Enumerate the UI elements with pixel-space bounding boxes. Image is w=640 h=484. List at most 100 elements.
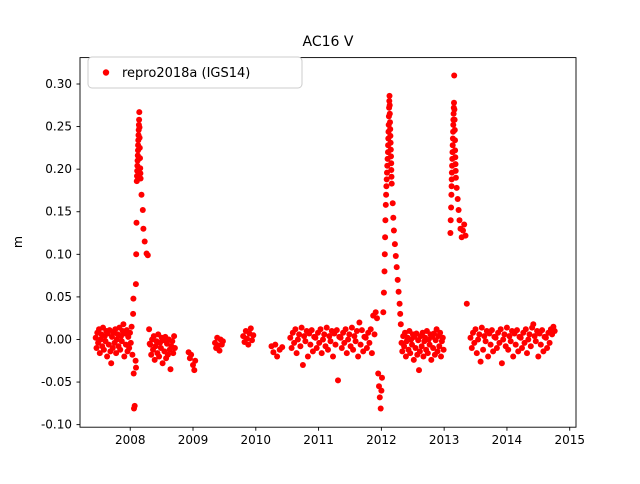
data-point	[492, 334, 499, 341]
data-point	[317, 326, 324, 333]
data-point	[137, 155, 143, 162]
data-point	[132, 357, 139, 364]
data-point	[387, 146, 394, 153]
data-point	[293, 350, 300, 357]
x-tick-label: 2011	[303, 433, 334, 447]
data-point	[342, 326, 349, 333]
data-point	[133, 219, 140, 226]
data-point	[451, 106, 458, 113]
data-point	[488, 327, 495, 334]
data-point	[524, 350, 530, 357]
data-point	[500, 336, 507, 343]
data-point	[383, 183, 390, 190]
data-point	[129, 351, 136, 358]
data-point	[434, 348, 441, 355]
data-point	[387, 132, 394, 139]
data-point	[352, 338, 359, 345]
data-point	[448, 191, 455, 198]
data-point	[92, 334, 99, 341]
data-point	[292, 326, 299, 333]
data-point	[171, 333, 178, 340]
y-tick-label: 0.25	[45, 120, 72, 134]
data-point	[356, 319, 363, 326]
data-point	[460, 227, 466, 234]
data-point	[503, 324, 510, 331]
data-point	[396, 300, 403, 307]
data-point	[137, 165, 144, 172]
y-tick-label: 0.00	[45, 332, 72, 346]
data-point	[121, 353, 128, 360]
data-point	[130, 295, 137, 302]
data-point	[335, 377, 341, 384]
data-point	[478, 324, 485, 331]
data-points-layer	[92, 72, 558, 412]
data-point	[388, 167, 395, 173]
x-tick-label: 2012	[366, 433, 397, 447]
data-point	[375, 370, 382, 377]
data-point	[147, 341, 154, 348]
data-point	[93, 345, 100, 351]
data-point	[372, 309, 379, 316]
data-point	[325, 346, 331, 353]
data-point	[287, 334, 294, 341]
data-point	[450, 121, 457, 128]
data-point	[380, 289, 387, 296]
data-point	[294, 336, 301, 343]
data-point	[320, 336, 326, 343]
data-point	[109, 345, 116, 351]
data-point	[353, 328, 360, 334]
data-point	[367, 326, 374, 333]
data-point	[467, 334, 474, 341]
data-point	[392, 253, 399, 259]
data-point	[307, 341, 314, 348]
data-point	[453, 184, 460, 191]
data-point	[452, 174, 459, 181]
data-point	[366, 339, 373, 346]
data-point	[510, 353, 517, 360]
data-point	[382, 217, 389, 224]
data-point	[410, 356, 417, 363]
data-point	[530, 321, 537, 328]
data-point	[249, 337, 255, 344]
data-point	[167, 366, 174, 373]
data-point	[473, 350, 480, 357]
data-point	[456, 217, 463, 224]
data-point	[512, 341, 519, 348]
data-point	[451, 72, 458, 79]
data-point	[436, 343, 443, 350]
data-point	[301, 333, 308, 340]
data-point	[357, 341, 364, 348]
data-point	[376, 394, 383, 401]
data-point	[531, 333, 538, 340]
data-point	[188, 351, 195, 358]
data-point	[493, 345, 500, 351]
data-point	[127, 329, 133, 336]
data-point	[351, 333, 358, 340]
data-point	[117, 346, 124, 353]
data-point	[439, 334, 446, 341]
ticks-layer: 2008 2009 2010 2011 2012 2013 2014 2015 -0.10 -0.…	[41, 77, 585, 447]
data-point	[312, 334, 319, 341]
data-point	[104, 353, 111, 360]
data-point	[551, 328, 558, 334]
data-point	[152, 343, 159, 350]
data-point	[501, 331, 508, 338]
data-point	[330, 353, 336, 360]
data-point	[522, 326, 529, 333]
data-point	[118, 338, 125, 345]
data-point	[346, 331, 353, 338]
data-point	[485, 353, 492, 360]
x-tick-label: 2008	[115, 433, 146, 447]
data-point	[138, 191, 145, 198]
data-point	[318, 350, 325, 357]
data-point	[462, 232, 469, 239]
data-point	[452, 137, 458, 144]
data-point	[390, 214, 397, 221]
data-point	[519, 345, 525, 351]
data-point	[108, 360, 115, 367]
data-point	[321, 331, 328, 338]
data-point	[517, 334, 524, 341]
data-point	[395, 288, 402, 295]
data-point	[308, 327, 315, 334]
data-point	[393, 264, 400, 271]
